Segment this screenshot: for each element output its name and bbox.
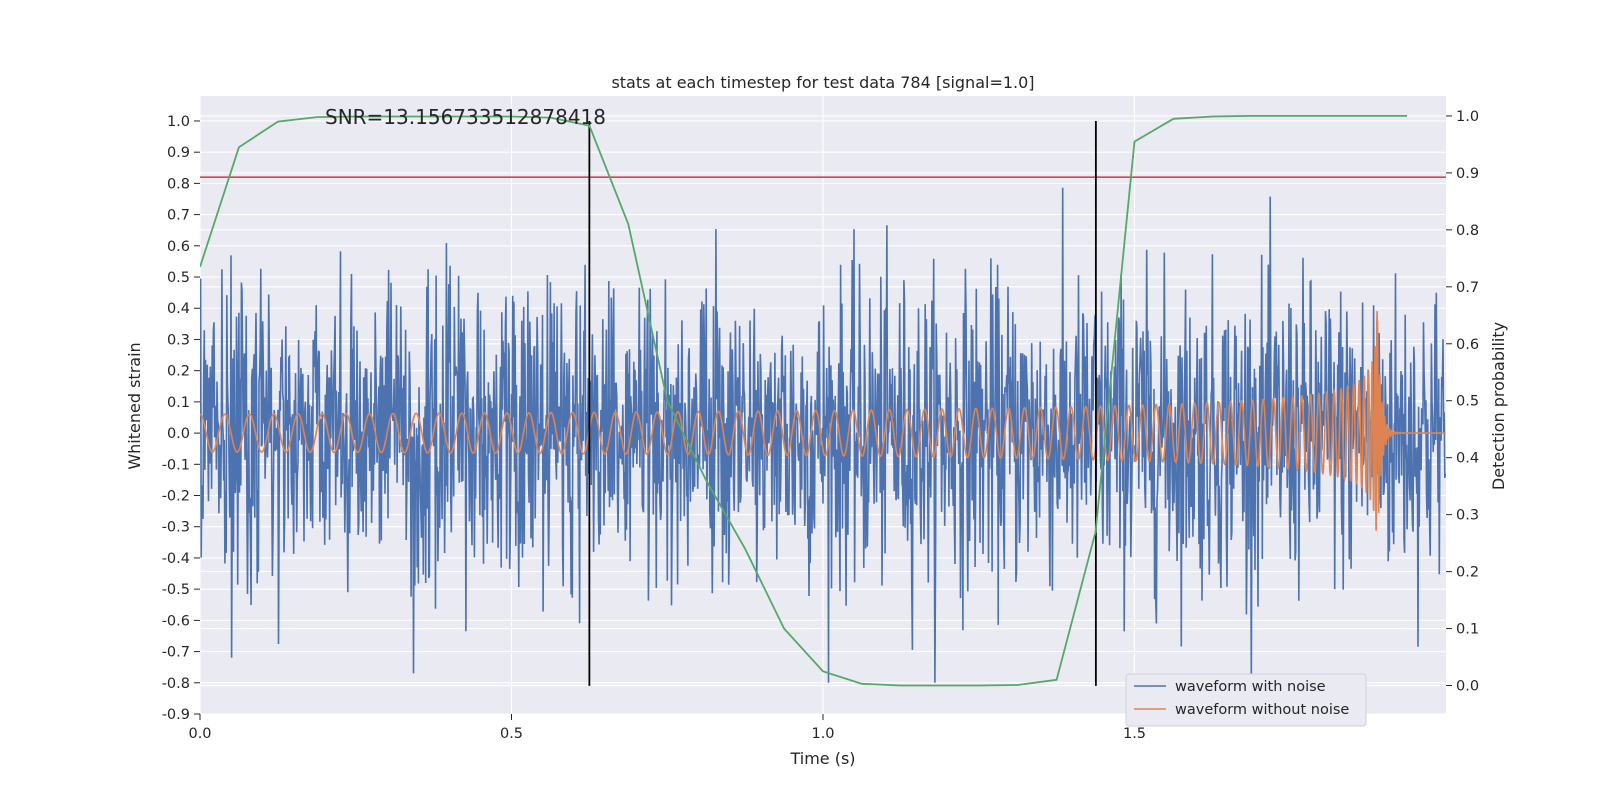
tick-label-y-left: -0.4 [162, 551, 190, 567]
tick-label-y-right: 0.6 [1456, 337, 1479, 353]
x-axis-label: Time (s) [789, 749, 855, 768]
tick-label-y-right: 0.3 [1456, 508, 1479, 524]
legend-label-clean: waveform without noise [1175, 702, 1349, 718]
legend-box [1125, 673, 1367, 727]
snr-annotation: SNR=13.156733512878418 [325, 105, 606, 129]
tick-label-x: 0.5 [500, 726, 523, 742]
tick-label-y-left: 0.5 [167, 270, 190, 286]
tick-label-y-right: 0.5 [1456, 394, 1479, 410]
tick-label-y-left: 1.0 [167, 114, 190, 130]
tick-label-y-left: 0.2 [167, 364, 190, 380]
tick-label-y-left: -0.8 [162, 676, 190, 692]
tick-label-y-left: 0.1 [167, 395, 190, 411]
tick-label-y-right: 0.4 [1456, 451, 1479, 467]
legend: waveform with noise waveform without noi… [1125, 673, 1367, 727]
tick-label-y-left: -0.1 [162, 457, 190, 473]
series-waveform-without-noise [200, 311, 1446, 531]
tick-label-x: 1.5 [1123, 726, 1146, 742]
tick-label-y-left: -0.6 [162, 613, 190, 629]
tick-label-y-left: -0.3 [162, 520, 190, 536]
tick-label-y-left: 0.8 [167, 176, 190, 192]
tick-label-y-right: 0.1 [1456, 622, 1479, 638]
tick-label-x: 0.0 [188, 726, 211, 742]
tick-label-y-right: 0.7 [1456, 280, 1479, 296]
tick-label-y-right: 0.9 [1456, 166, 1479, 182]
series-layer [200, 115, 1446, 687]
legend-label-noise: waveform with noise [1175, 679, 1326, 695]
tick-label-y-left: 0.3 [167, 332, 190, 348]
tick-label-y-left: -0.7 [162, 645, 190, 661]
tick-label-y-left: 0.0 [167, 426, 190, 442]
tick-label-y-right: 0.8 [1456, 223, 1479, 239]
tick-label-y-left: 0.9 [167, 145, 190, 161]
tick-label-y-left: 0.6 [167, 239, 190, 255]
tick-label-y-left: -0.9 [162, 707, 190, 723]
tick-label-y-left: 0.4 [167, 301, 190, 317]
tick-label-x: 1.0 [811, 726, 834, 742]
y-axis-label-right: Detection probability [1489, 322, 1508, 490]
tick-label-y-left: -0.5 [162, 582, 190, 598]
tick-label-y-left: -0.2 [162, 489, 190, 505]
y-axis-label-left: Whitened strain [125, 342, 144, 469]
tick-label-y-right: 0.2 [1456, 565, 1479, 581]
tick-label-y-left: 0.7 [167, 208, 190, 224]
axes-layer: 1.0 0.9 0.8 0.7 0.6 0.5 0.4 0.3 0.2 0.1 0.0 -0.1 -0.… [162, 109, 1479, 742]
tick-label-y-right: 1.0 [1456, 109, 1479, 125]
tick-label-y-right: 0.0 [1456, 679, 1479, 695]
series-detection-probability [200, 115, 1408, 687]
chart-title: stats at each timestep for test data 784… [611, 73, 1034, 92]
